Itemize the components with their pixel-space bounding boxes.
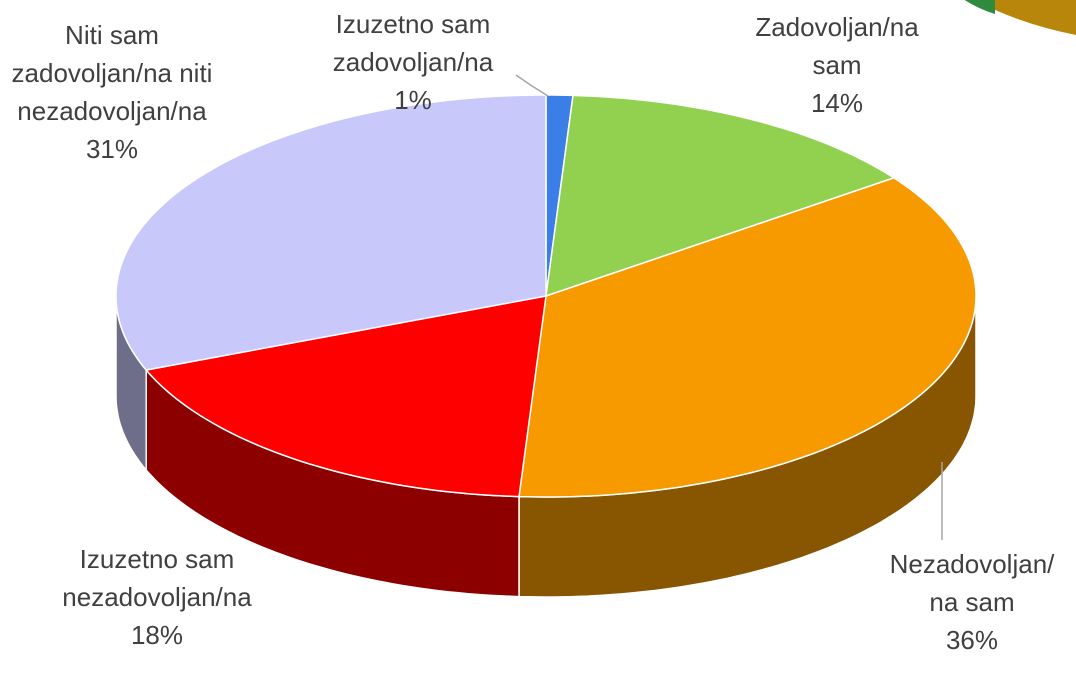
- category-label: Nezadovoljan/na sam: [889, 549, 1055, 617]
- value-label: 31%: [85, 134, 139, 164]
- category-label: Zadovoljan/na sam: [755, 12, 919, 80]
- value-label: 14%: [810, 88, 864, 118]
- slice: [144, 295, 547, 498]
- slice-label: Nezadovoljan/na sam 36%: [885, 545, 1060, 659]
- value-label: 18%: [130, 620, 184, 650]
- category-label: Niti sam zadovoljan/na niti nezadovoljan…: [11, 20, 213, 126]
- cropped-decoration: [974, 0, 1076, 35]
- slice: [115, 94, 547, 371]
- slice: [518, 177, 977, 498]
- value-label: 36%: [945, 625, 999, 655]
- category-label: Izuzetno sam nezadovoljan/na: [62, 544, 252, 612]
- category-label: Izuzetno sam zadovoljan/na: [332, 9, 494, 77]
- value-label: 1%: [394, 85, 432, 115]
- cropped-decoration: [964, 0, 995, 14]
- leader-line: [515, 74, 549, 97]
- slice-label: Zadovoljan/na sam 14%: [747, 8, 927, 122]
- slice-label: Izuzetno sam nezadovoljan/na 18%: [52, 540, 262, 654]
- pie-top: [115, 94, 977, 498]
- slice-label: Niti sam zadovoljan/na niti nezadovoljan…: [7, 16, 217, 168]
- slice: [545, 94, 896, 298]
- slice-label: Izuzetno sam zadovoljan/na 1%: [308, 5, 518, 119]
